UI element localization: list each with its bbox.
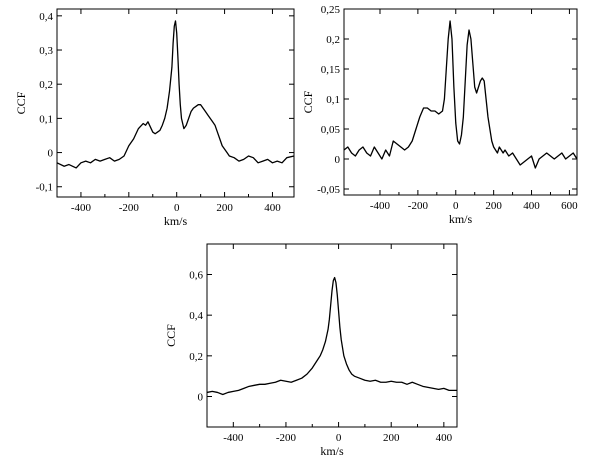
y-tick-label: 0 bbox=[335, 154, 341, 166]
x-tick-label: 0 bbox=[453, 200, 459, 212]
x-axis-label: km/s bbox=[320, 444, 344, 458]
y-tick-label: 0,2 bbox=[39, 79, 53, 91]
x-tick-label: 600 bbox=[561, 200, 578, 212]
x-axis-label: km/s bbox=[449, 212, 473, 226]
y-tick-label: 0,2 bbox=[326, 34, 340, 46]
y-tick-label: -0,05 bbox=[317, 184, 340, 196]
x-tick-label: -200 bbox=[408, 200, 429, 212]
y-tick-label: 0,4 bbox=[39, 11, 53, 23]
chart-panel-2: -400 -200 0 200 400 600 -0,05 0 0,05 0,1 0,15 0,2 0,… bbox=[301, 4, 578, 226]
y-tick-label: 0 bbox=[198, 392, 204, 404]
y-tick-label: 0,05 bbox=[321, 124, 341, 136]
x-tick-label: -200 bbox=[119, 202, 140, 214]
x-tick-label: 200 bbox=[383, 432, 400, 444]
plot-frame bbox=[56, 8, 295, 198]
x-tick-label: 0 bbox=[174, 202, 180, 214]
y-tick-label: -0,1 bbox=[36, 182, 53, 194]
y-axis-label: CCF bbox=[14, 91, 28, 114]
x-tick-label: -400 bbox=[223, 432, 244, 444]
y-axis-label: CCF bbox=[164, 324, 178, 347]
x-tick-label: 400 bbox=[523, 200, 540, 212]
chart-panel-1: -400 -200 0 200 400 -0,1 0 0,1 0,2 0,3 0,4 km/s CCF bbox=[14, 8, 295, 228]
x-tick-label: -400 bbox=[71, 202, 92, 214]
x-axis-label: km/s bbox=[164, 214, 188, 228]
x-tick-label: -400 bbox=[370, 200, 391, 212]
series-line-1 bbox=[56, 20, 295, 169]
plot-frame bbox=[206, 243, 458, 428]
series-line-1 bbox=[206, 276, 457, 396]
y-tick-label: 0,2 bbox=[189, 351, 203, 363]
y-tick-label: 0,3 bbox=[39, 45, 53, 57]
x-tick-label: 0 bbox=[336, 432, 342, 444]
series-line-1 bbox=[343, 20, 578, 169]
y-axis-label: CCF bbox=[301, 90, 315, 113]
x-tick-label: -200 bbox=[276, 432, 297, 444]
y-tick-label: 0,4 bbox=[189, 310, 203, 322]
x-tick-label: 400 bbox=[264, 202, 281, 214]
y-tick-label: 0,25 bbox=[321, 4, 341, 16]
y-tick-label: 0,6 bbox=[189, 270, 203, 282]
y-tick-label: 0,1 bbox=[39, 113, 53, 125]
x-tick-label: 400 bbox=[436, 432, 453, 444]
plot-frame bbox=[343, 8, 578, 196]
x-tick-label: 200 bbox=[485, 200, 502, 212]
chart-panel-3: -400 -200 0 200 400 0 0,2 0,4 0,6 km/s CCF bbox=[164, 243, 458, 458]
y-tick-label: 0 bbox=[48, 148, 54, 160]
x-tick-label: 200 bbox=[216, 202, 233, 214]
y-tick-label: 0,1 bbox=[326, 94, 340, 106]
y-tick-label: 0,15 bbox=[321, 64, 341, 76]
